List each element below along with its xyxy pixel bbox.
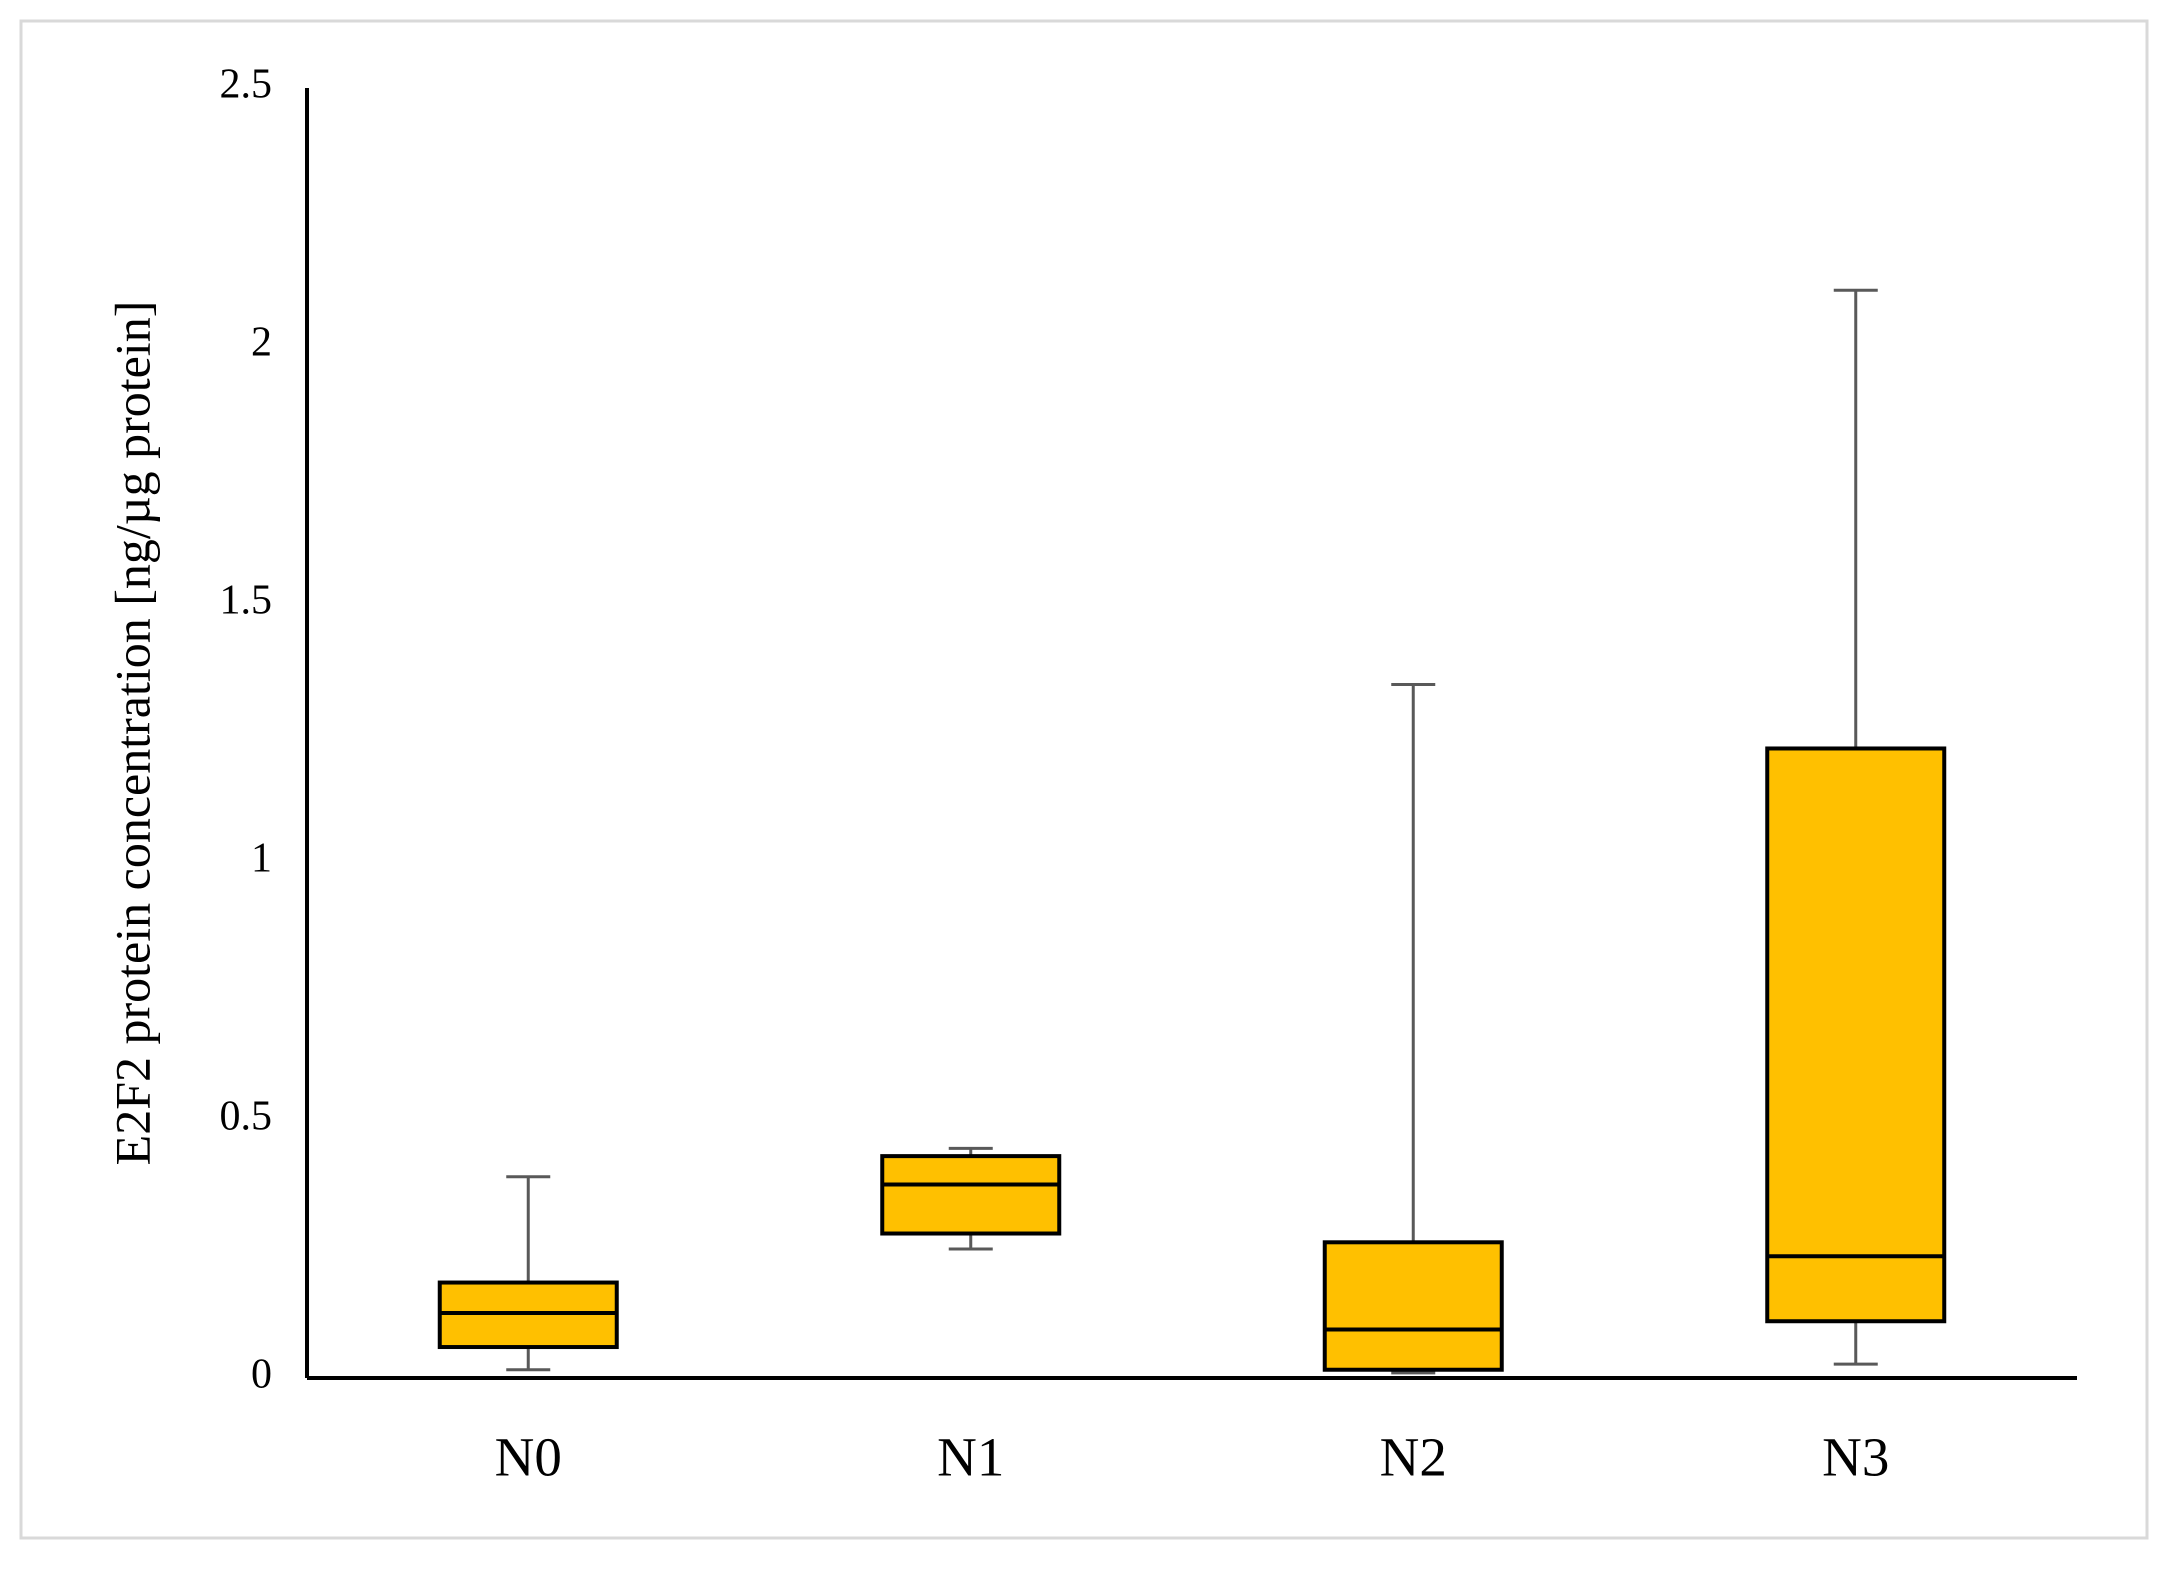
whisker-low — [1833, 1321, 1878, 1366]
y-tick-label: 1.5 — [220, 578, 273, 624]
x-tick-label: N1 — [937, 1427, 1004, 1488]
whisker-high — [1833, 288, 1878, 749]
whisker-high — [1391, 682, 1436, 1243]
x-tick-label: N2 — [1380, 1427, 1447, 1488]
y-tick-label: 0.5 — [220, 1094, 273, 1140]
box — [1322, 1240, 1504, 1372]
y-tick-label: 0 — [251, 1352, 272, 1398]
x-tick-label: N3 — [1822, 1427, 1889, 1488]
x-tick-label: N0 — [495, 1427, 562, 1488]
y-tick-label: 1 — [251, 836, 272, 882]
y-tick-label: 2 — [251, 320, 272, 366]
box — [880, 1154, 1062, 1236]
whisker-low — [506, 1347, 551, 1372]
box — [1765, 746, 1947, 1324]
whisker-low — [948, 1233, 993, 1251]
y-axis-label: E2F2 protein concentration [ng/µg protei… — [104, 301, 160, 1166]
whisker-high — [506, 1175, 551, 1283]
y-tick-label: 2.5 — [220, 62, 273, 108]
